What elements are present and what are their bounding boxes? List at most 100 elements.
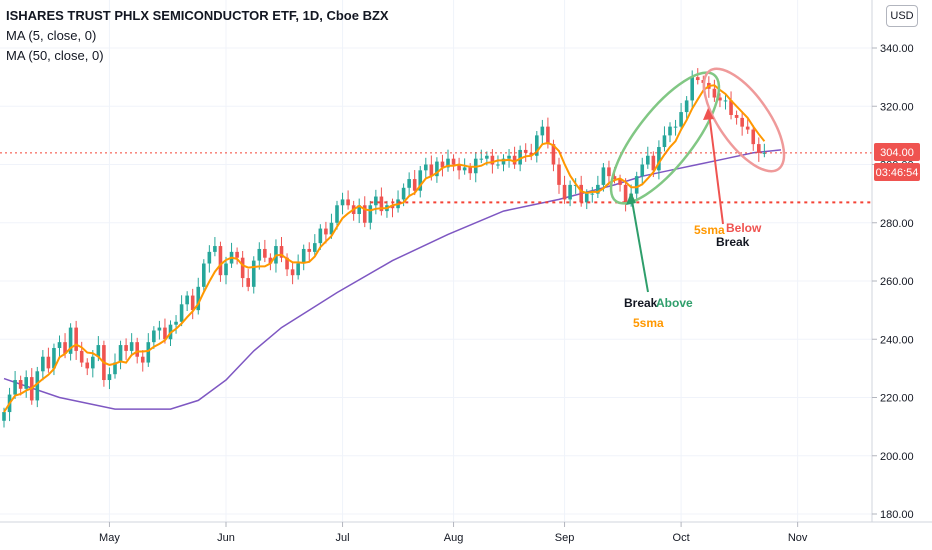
candle-body <box>318 228 323 244</box>
break-above-word: Break <box>624 296 658 310</box>
candle-body <box>596 184 600 194</box>
ma5-legend[interactable]: MA (5, close, 0) <box>6 28 97 43</box>
candle-body <box>723 100 728 102</box>
above-word: Above <box>656 296 693 310</box>
candle-body <box>140 356 145 363</box>
candle-body <box>18 380 23 389</box>
candle-body <box>179 304 184 322</box>
candle-body <box>340 199 345 206</box>
candle-body <box>63 342 67 354</box>
candle-body <box>52 347 56 369</box>
candle-body <box>68 327 73 354</box>
chart-legend: ISHARES TRUST PHLX SEMICONDUCTOR ETF, 1D… <box>6 6 389 66</box>
candle-body <box>646 155 650 165</box>
last-price-badge: 304.00 03:46:54 <box>874 143 920 181</box>
symbol-title[interactable]: ISHARES TRUST PHLX SEMICONDUCTOR ETF, 1D… <box>6 8 389 23</box>
candle-body <box>124 345 128 351</box>
candle-body <box>679 112 683 127</box>
time-tick-label: May <box>99 532 120 544</box>
candle-body <box>390 205 395 209</box>
candle-body <box>91 356 95 369</box>
candle-body <box>507 155 511 159</box>
ma50-legend[interactable]: MA (50, close, 0) <box>6 48 104 63</box>
ma5-line <box>3 84 766 413</box>
bar-countdown: 03:46:54 <box>876 167 919 179</box>
candle-body <box>240 257 245 279</box>
candle-body <box>546 126 550 145</box>
candle-body <box>46 356 51 369</box>
break-below-word: Break <box>716 235 750 249</box>
candle-body <box>362 205 367 223</box>
last-price-value: 304.00 <box>880 147 914 159</box>
candle-body <box>290 269 295 276</box>
annotations-layer: Break Above 5sma 5sma Below Break <box>609 67 786 330</box>
time-tick-label: Jul <box>336 532 350 544</box>
candle-body <box>668 126 672 136</box>
price-tick-label: 260.00 <box>880 276 914 288</box>
candle-body <box>24 377 28 389</box>
candle-body <box>251 260 256 287</box>
candle-body <box>435 161 439 177</box>
candle-body <box>263 248 267 258</box>
candle-body <box>335 205 339 223</box>
candle-body <box>257 248 262 261</box>
candle-body <box>324 228 328 235</box>
candle-body <box>174 321 178 325</box>
candle-body <box>313 243 317 252</box>
candle-body <box>740 117 744 127</box>
candle-body <box>584 193 589 203</box>
candle-body <box>268 257 273 264</box>
currency-button[interactable]: USD <box>886 5 918 27</box>
grid-lines <box>0 0 872 522</box>
candle-body <box>412 179 417 191</box>
candle-body <box>523 149 528 153</box>
candle-body <box>190 295 195 311</box>
ma5-path <box>3 84 766 413</box>
candle-body <box>74 327 78 351</box>
candle-body <box>512 155 517 165</box>
break-below-ellipse <box>702 67 786 173</box>
candle-body <box>451 158 456 165</box>
candle-body <box>684 100 689 113</box>
candle-body <box>118 345 123 363</box>
candle-body <box>501 158 506 165</box>
candle-body <box>657 147 661 171</box>
candle-body <box>618 179 622 185</box>
candle-body <box>446 158 450 168</box>
candle-body <box>496 164 500 166</box>
price-tick-label: 200.00 <box>880 451 914 463</box>
candle-body <box>35 371 40 401</box>
candle-body <box>329 222 334 235</box>
candle-body <box>690 77 694 101</box>
candle-body <box>634 176 639 194</box>
candle-body <box>135 342 139 357</box>
candle-body <box>246 278 250 287</box>
candle-body <box>152 330 156 343</box>
candle-body <box>213 246 217 252</box>
candle-body <box>557 164 561 185</box>
ma50-line <box>3 149 782 410</box>
time-tick-label: Jun <box>217 532 235 544</box>
candle-body <box>346 199 350 206</box>
candle-body <box>407 179 411 188</box>
candle-body <box>279 246 284 258</box>
price-axis-labels[interactable]: 340.00320.00300.00280.00260.00240.00220.… <box>872 43 914 521</box>
ma50-path <box>3 149 782 410</box>
candle-body <box>285 257 289 270</box>
candle-body <box>662 135 667 148</box>
candle-body <box>751 129 756 145</box>
candle-body <box>96 345 101 357</box>
break-above-5sma: 5sma <box>633 316 664 330</box>
candle-body <box>729 100 733 115</box>
candle-body <box>601 167 606 185</box>
time-tick-label: Oct <box>673 532 690 544</box>
candles <box>2 68 767 428</box>
candle-body <box>540 126 545 136</box>
candle-body <box>107 374 112 381</box>
break-below-5sma: 5sma <box>694 223 725 237</box>
candle-body <box>79 350 84 363</box>
candle-body <box>235 251 239 258</box>
candle-body <box>429 164 434 177</box>
time-axis-labels[interactable]: May Jun Jul Aug Sep Oct Nov <box>99 522 808 544</box>
